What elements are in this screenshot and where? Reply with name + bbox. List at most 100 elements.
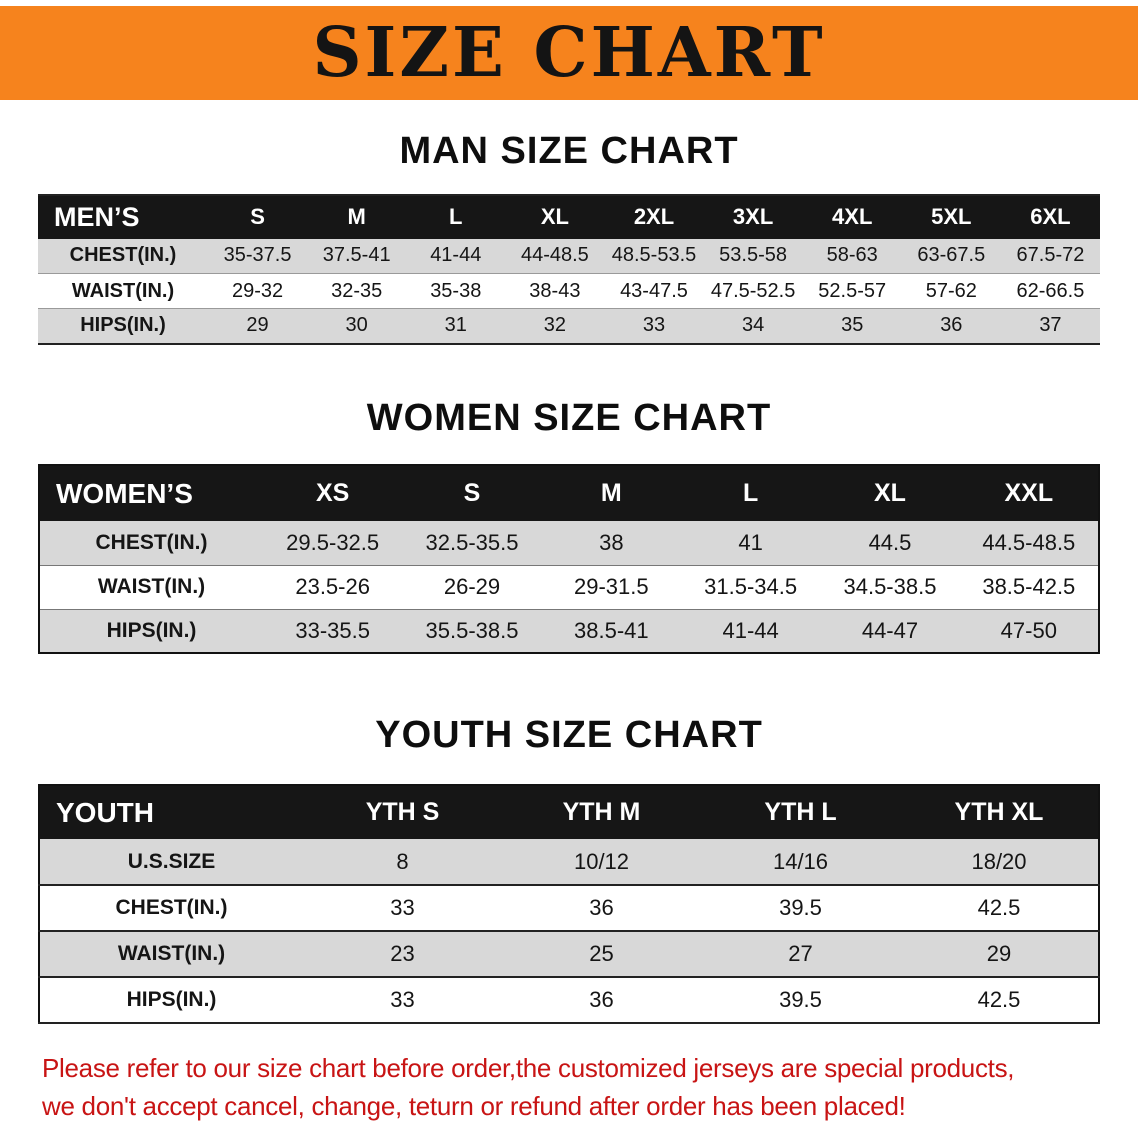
cell-value: 33 <box>390 987 415 1013</box>
table-row: HIPS(IN.) 33-35.5 35.5-38.5 38.5-41 41-44 44-… <box>39 609 1099 654</box>
cell-value: 29.5-32.5 <box>286 530 380 556</box>
cell-value: 44-48.5 <box>520 244 589 267</box>
youth-table-body: U.S.SIZE 8 10/12 14/16 18/20 CHEST(IN.) 33 36 39… <box>39 839 1099 1024</box>
column-header: YTH M <box>502 785 701 840</box>
cell-value: 41-44 <box>430 244 482 267</box>
table-row: CHEST(IN.) 29.5-32.5 32.5-35.5 38 41 44.5 44.5… <box>39 521 1099 566</box>
cell-value: 25 <box>589 941 614 967</box>
cell-value: 35 <box>841 314 864 337</box>
column-header: L <box>680 465 821 522</box>
column-header: M <box>541 465 681 522</box>
cell-value: 52.5-57 <box>818 279 887 302</box>
cell-value: 57-62 <box>925 279 977 302</box>
column-header: XL <box>820 465 960 522</box>
table-row: WAIST(IN.) 29-32 32-35 35-38 38-43 43-47.5 47.… <box>38 273 1100 309</box>
cell-value: 23.5-26 <box>295 574 370 600</box>
column-header: 3XL <box>703 194 803 239</box>
disclaimer: Please refer to our size chart before or… <box>42 1050 1118 1125</box>
header-row: MEN’S S M L XL 2XL 3XL 4XL 5XL 6XL <box>38 194 1100 239</box>
cell-value: 44-47 <box>861 618 919 644</box>
cell-value: 18/20 <box>971 848 1027 874</box>
row-label: HIPS(IN.) <box>126 988 217 1012</box>
cell-value: 34.5-38.5 <box>843 574 937 600</box>
column-header: YTH L <box>701 785 900 840</box>
row-label: HIPS(IN.) <box>106 619 197 643</box>
cell-value: 32 <box>543 314 566 337</box>
cell-value: 36 <box>940 314 963 337</box>
cell-value: 29-32 <box>231 279 284 302</box>
row-label: U.S.SIZE <box>127 849 216 873</box>
youth-size-table: YOUTH YTH S YTH M YTH L YTH XL U.S.SIZE 8 10/1… <box>38 784 1100 1025</box>
cell-value: 31.5-34.5 <box>704 574 798 600</box>
table-row: WAIST(IN.) 23 25 27 29 <box>39 931 1099 978</box>
table-row: HIPS(IN.) 33 36 39.5 42.5 <box>39 977 1099 1024</box>
column-header: L <box>406 194 506 239</box>
row-label: CHEST(IN.) <box>69 244 177 267</box>
women-size-table: WOMEN’S XS S M L XL XXL CHEST(IN.) 29.5-32.5 32.… <box>38 464 1100 655</box>
cell-value: 35.5-38.5 <box>425 618 519 644</box>
column-header: M <box>307 194 407 239</box>
table-corner-label: YOUTH <box>39 785 303 840</box>
men-table-body: CHEST(IN.) 35-37.5 37.5-41 41-44 44-48.5 48.5… <box>38 238 1100 344</box>
cell-value: 44.5-48.5 <box>982 530 1076 556</box>
cell-value: 23 <box>390 941 415 967</box>
table-corner-label: WOMEN’S <box>39 465 263 522</box>
row-label: WAIST(IN.) <box>71 279 175 302</box>
cell-value: 67.5-72 <box>1016 244 1085 267</box>
table-row: U.S.SIZE 8 10/12 14/16 18/20 <box>39 839 1099 886</box>
column-header: S <box>402 465 542 522</box>
cell-value: 42.5 <box>977 987 1021 1013</box>
cell-value: 36 <box>589 987 614 1013</box>
cell-value: 62-66.5 <box>1016 279 1085 302</box>
cell-value: 33 <box>642 314 666 337</box>
cell-value: 37.5-41 <box>322 244 391 267</box>
cell-value: 38-43 <box>529 279 581 302</box>
cell-value: 41-44 <box>722 618 779 644</box>
cell-value: 39.5 <box>779 895 822 921</box>
table-corner-label: MEN’S <box>38 194 208 239</box>
man-size-chart-heading: MAN SIZE CHART <box>399 130 739 172</box>
cell-value: 10/12 <box>573 848 630 874</box>
cell-value: 29 <box>246 314 269 337</box>
cell-value: 38 <box>599 530 624 556</box>
column-header: 4XL <box>802 194 902 239</box>
cell-value: 31 <box>444 314 467 337</box>
header-row: YOUTH YTH S YTH M YTH L YTH XL <box>39 785 1099 840</box>
cell-value: 36 <box>589 895 614 921</box>
column-header: 6XL <box>1000 194 1100 239</box>
youth-size-chart-heading: YOUTH SIZE CHART <box>375 714 763 757</box>
column-header: XS <box>263 465 403 522</box>
table-row: CHEST(IN.) 33 36 39.5 42.5 <box>39 885 1099 932</box>
cell-value: 58-63 <box>826 244 878 267</box>
column-header: YTH XL <box>900 785 1099 840</box>
men-size-table: MEN’S S M L XL 2XL 3XL 4XL 5XL 6XL CHEST(IN.) 35-3… <box>38 193 1100 345</box>
cell-value: 43-47.5 <box>620 279 688 302</box>
cell-value: 14/16 <box>772 848 829 874</box>
disclaimer-line-2: we don't accept cancel, change, teturn o… <box>42 1090 906 1121</box>
women-table-body: CHEST(IN.) 29.5-32.5 32.5-35.5 38 41 44.5 44.5… <box>39 521 1099 654</box>
cell-value: 38.5-42.5 <box>982 574 1076 600</box>
cell-value: 63-67.5 <box>917 244 986 267</box>
disclaimer-line-1: Please refer to our size chart before or… <box>42 1053 1015 1084</box>
cell-value: 47.5-52.5 <box>710 279 796 302</box>
men-table-header: MEN’S S M L XL 2XL 3XL 4XL 5XL 6XL <box>38 194 1100 239</box>
header-row: WOMEN’S XS S M L XL XXL <box>39 465 1099 522</box>
cell-value: 32.5-35.5 <box>425 530 519 556</box>
row-label: CHEST(IN.) <box>115 896 228 920</box>
cell-value: 33-35.5 <box>295 618 370 644</box>
row-label: HIPS(IN.) <box>80 314 166 337</box>
cell-value: 34 <box>741 314 765 337</box>
cell-value: 41 <box>738 530 763 556</box>
column-header: 2XL <box>604 194 704 239</box>
column-header: YTH S <box>303 785 502 840</box>
banner: SIZE CHART <box>0 6 1138 100</box>
table-row: WAIST(IN.) 23.5-26 26-29 29-31.5 31.5-34.5 34… <box>39 565 1099 610</box>
cell-value: 33 <box>390 895 415 921</box>
row-label: WAIST(IN.) <box>97 575 206 599</box>
table-row: HIPS(IN.) 29 30 31 32 33 34 35 36 37 <box>38 308 1100 344</box>
cell-value: 39.5 <box>779 987 822 1013</box>
cell-value: 29 <box>986 941 1012 967</box>
cell-value: 35-37.5 <box>223 244 292 267</box>
row-label: WAIST(IN.) <box>117 942 226 966</box>
cell-value: 26-29 <box>443 574 501 600</box>
